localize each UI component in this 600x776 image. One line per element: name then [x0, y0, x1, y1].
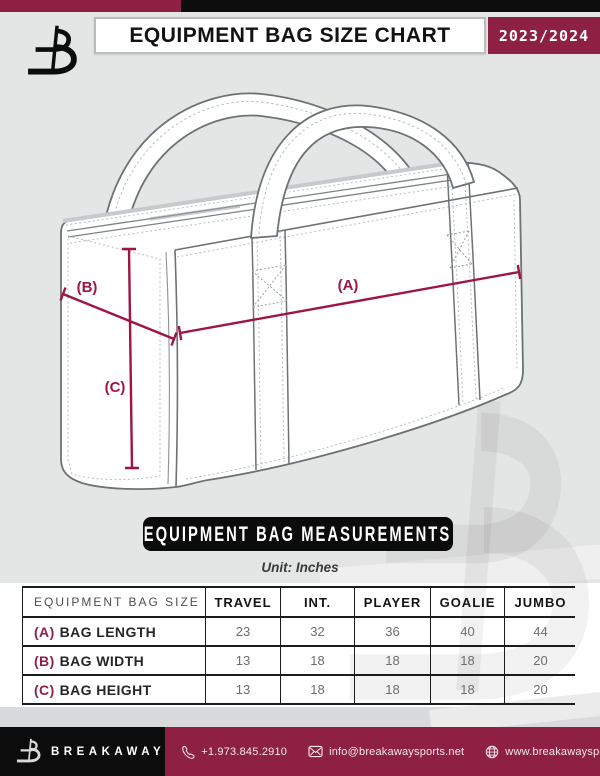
table-header-row: EQUIPMENT BAG SIZE TRAVEL INT. PLAYER GO…	[23, 588, 575, 618]
column-header-player: PLAYER	[363, 594, 422, 610]
measurements-banner-title: EQUIPMENT BAG MEASUREMENTS	[144, 521, 452, 546]
dimension-label-a: (A)	[338, 277, 359, 294]
top-strip-black	[181, 0, 600, 12]
measurements-banner: EQUIPMENT BAG MEASUREMENTS	[143, 517, 453, 551]
website-link[interactable]: www.breakawaysports.net	[485, 745, 600, 759]
footer: BREAKAWAY +1.973.845.2910 info@breakaway…	[0, 727, 600, 776]
bag-front-handle	[250, 104, 475, 239]
dimension-label-c: (C)	[105, 379, 126, 396]
envelope-icon	[308, 745, 323, 758]
phone-icon	[181, 745, 195, 759]
cell-value: 32	[310, 624, 325, 639]
cell-value: 20	[533, 653, 548, 668]
page-title-box: EQUIPMENT BAG SIZE CHART	[94, 17, 486, 54]
monogram-watermark	[349, 399, 590, 700]
cell-value: 18	[310, 653, 325, 668]
table-row-height: (C) BAG HEIGHT 13 18 18 18 20	[23, 676, 575, 705]
row-prefix-b: (B)	[34, 652, 55, 669]
footer-contact-block: +1.973.845.2910 info@breakawaysports.net…	[165, 727, 600, 776]
season-label: 2023/2024	[498, 26, 590, 45]
cell-value: 20	[533, 682, 548, 697]
column-header-jumbo: JUMBO	[514, 594, 567, 610]
cell-value: 40	[460, 624, 475, 639]
table-row-length: (A) BAG LENGTH 23 32 36 40 44	[23, 618, 575, 647]
globe-icon	[485, 745, 499, 759]
page-title: EQUIPMENT BAG SIZE CHART	[129, 23, 451, 47]
cell-value: 13	[235, 653, 251, 668]
breakaway-monogram-logo	[28, 25, 77, 75]
email-address: info@breakawaysports.net	[329, 745, 465, 758]
size-table: EQUIPMENT BAG SIZE TRAVEL INT. PLAYER GO…	[22, 586, 575, 705]
cell-value: 36	[385, 624, 400, 639]
dimension-label-b: (B)	[77, 279, 98, 296]
row-label-height: BAG HEIGHT	[59, 681, 152, 698]
breakaway-monogram-footer	[16, 738, 41, 762]
phone-link[interactable]: +1.973.845.2910	[181, 745, 287, 759]
email-link[interactable]: info@breakawaysports.net	[308, 745, 464, 758]
season-badge: 2023/2024	[488, 17, 600, 54]
cell-value: 23	[235, 624, 251, 639]
cell-value: 18	[310, 682, 325, 697]
bag-body	[60, 161, 524, 490]
equipment-bag-diagram: (A) (B) (C)	[59, 92, 524, 490]
website-address: www.breakawaysports.net	[505, 745, 600, 758]
cell-value: 18	[385, 682, 400, 697]
column-header-travel: TRAVEL	[214, 594, 272, 610]
footer-brand-block: BREAKAWAY	[0, 727, 166, 776]
cell-value: 13	[235, 682, 251, 697]
column-header-int: INT.	[303, 594, 332, 610]
size-table-title: EQUIPMENT BAG SIZE	[34, 595, 200, 609]
row-prefix-c: (C)	[34, 681, 55, 698]
dimension-arrows	[59, 247, 522, 470]
row-label-width: BAG WIDTH	[59, 652, 145, 669]
brand-name: BREAKAWAY	[51, 745, 166, 758]
table-row-width: (B) BAG WIDTH 13 18 18 18 20	[23, 647, 575, 676]
phone-number: +1.973.845.2910	[201, 745, 288, 758]
unit-note: Unit: Inches	[261, 560, 339, 575]
cell-value: 18	[385, 653, 400, 668]
strap-stitch-box-left	[251, 264, 288, 308]
column-header-goalie: GOALIE	[439, 594, 496, 610]
row-prefix-a: (A)	[34, 623, 55, 640]
cell-value: 18	[460, 653, 475, 668]
cell-value: 44	[533, 624, 548, 639]
top-strip-maroon	[0, 0, 181, 12]
row-label-length: BAG LENGTH	[59, 623, 157, 640]
cell-value: 18	[460, 682, 475, 697]
